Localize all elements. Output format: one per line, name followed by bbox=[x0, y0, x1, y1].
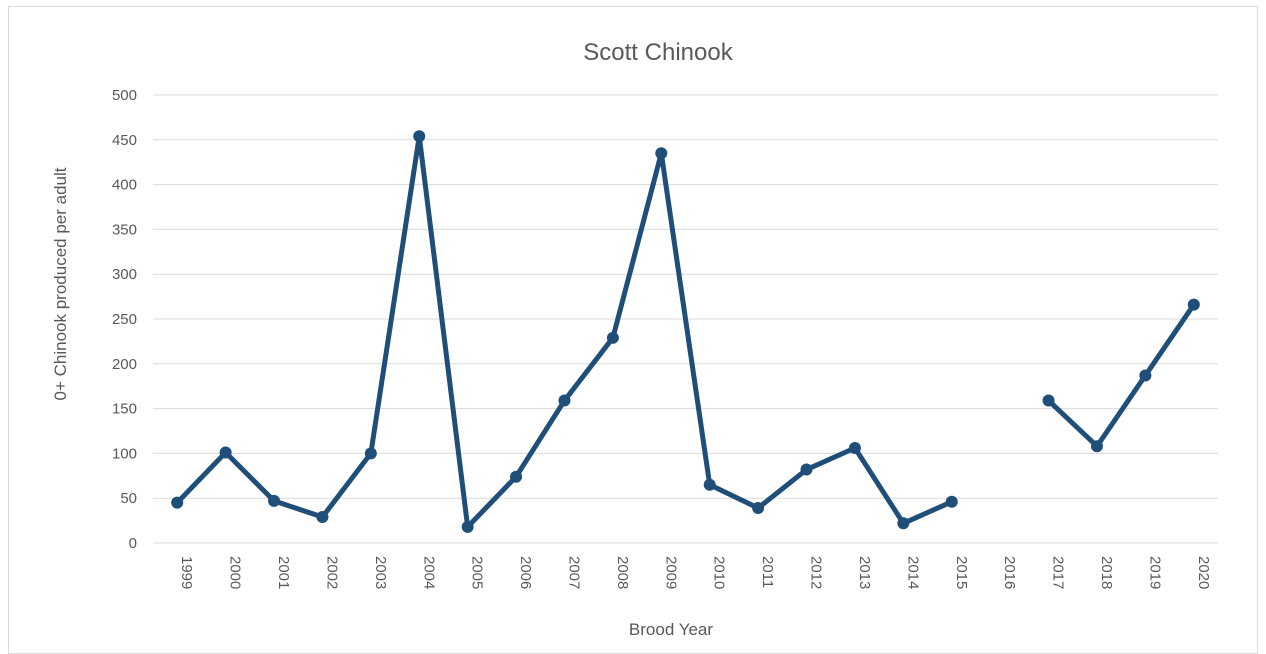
series-line-segment bbox=[174, 133, 955, 530]
data-point-2009 bbox=[655, 147, 668, 160]
x-tick-label: 2004 bbox=[420, 556, 437, 589]
data-point-2013 bbox=[848, 442, 861, 455]
data-point-2018 bbox=[1090, 440, 1103, 453]
y-axis-ticks: 0 50 100 150 200 250 300 350 400 450 500 bbox=[112, 87, 137, 552]
x-tick-label: 1999 bbox=[178, 556, 195, 589]
x-tick-label: 2001 bbox=[275, 556, 292, 589]
y-tick-label: 500 bbox=[112, 87, 137, 104]
data-point-2002 bbox=[316, 511, 329, 524]
data-point-2012 bbox=[800, 463, 813, 476]
data-point-2020 bbox=[1187, 298, 1200, 311]
data-point-2014 bbox=[897, 517, 910, 530]
data-point-2008 bbox=[606, 331, 619, 344]
data-point-2000 bbox=[219, 446, 232, 459]
x-axis-label: Brood Year bbox=[629, 620, 713, 639]
y-tick-label: 300 bbox=[112, 266, 137, 283]
chart-frame bbox=[8, 6, 1258, 654]
y-tick-label: 0 bbox=[129, 535, 137, 552]
y-axis-label: 0+ Chinook produced per adult bbox=[51, 167, 70, 400]
x-tick-label: 2003 bbox=[372, 556, 389, 589]
data-point-2001 bbox=[268, 494, 281, 507]
data-point-2005 bbox=[461, 520, 474, 533]
x-tick-label: 2013 bbox=[856, 556, 873, 589]
y-tick-label: 50 bbox=[120, 490, 137, 507]
data-point-2017 bbox=[1042, 394, 1055, 407]
x-tick-label: 2011 bbox=[759, 556, 776, 588]
data-point-2015 bbox=[945, 495, 958, 508]
series-line-segment bbox=[1046, 302, 1197, 449]
x-tick-label: 2016 bbox=[1001, 556, 1018, 589]
data-point-2004 bbox=[413, 130, 426, 143]
data-point-2010 bbox=[703, 478, 716, 491]
x-tick-label: 2005 bbox=[469, 556, 486, 589]
x-tick-label: 2006 bbox=[517, 556, 534, 589]
data-point-2003 bbox=[364, 447, 377, 460]
x-tick-label: 2002 bbox=[323, 556, 340, 589]
data-point-2011 bbox=[752, 502, 765, 515]
x-tick-label: 2010 bbox=[711, 556, 728, 589]
y-tick-label: 150 bbox=[112, 401, 137, 418]
y-tick-label: 450 bbox=[112, 132, 137, 149]
series-points bbox=[171, 130, 1200, 533]
gridlines bbox=[153, 94, 1218, 544]
x-tick-label: 2020 bbox=[1195, 556, 1212, 589]
y-tick-label: 100 bbox=[112, 445, 137, 462]
x-tick-label: 2009 bbox=[662, 556, 679, 589]
x-tick-label: 2012 bbox=[808, 556, 825, 589]
data-point-1999 bbox=[171, 496, 184, 509]
x-tick-label: 2014 bbox=[904, 556, 921, 589]
x-tick-label: 2000 bbox=[227, 556, 244, 589]
chart-title: Scott Chinook bbox=[583, 39, 733, 66]
series-lines bbox=[174, 133, 1197, 530]
x-tick-label: 2019 bbox=[1146, 556, 1163, 589]
y-tick-label: 250 bbox=[112, 311, 137, 328]
data-point-2007 bbox=[558, 394, 571, 407]
data-point-2019 bbox=[1139, 369, 1152, 382]
y-tick-label: 400 bbox=[112, 177, 137, 194]
data-point-2006 bbox=[510, 470, 523, 483]
x-axis-ticks: 1999 2000 2001 2002 2003 2004 2005 2006 2007 2008… bbox=[178, 556, 1212, 589]
y-tick-label: 350 bbox=[112, 221, 137, 238]
x-tick-label: 2018 bbox=[1098, 556, 1115, 589]
x-tick-label: 2008 bbox=[614, 556, 631, 589]
y-tick-label: 200 bbox=[112, 356, 137, 373]
x-tick-label: 2017 bbox=[1050, 556, 1067, 589]
x-tick-label: 2015 bbox=[953, 556, 970, 589]
x-tick-label: 2007 bbox=[565, 556, 582, 589]
